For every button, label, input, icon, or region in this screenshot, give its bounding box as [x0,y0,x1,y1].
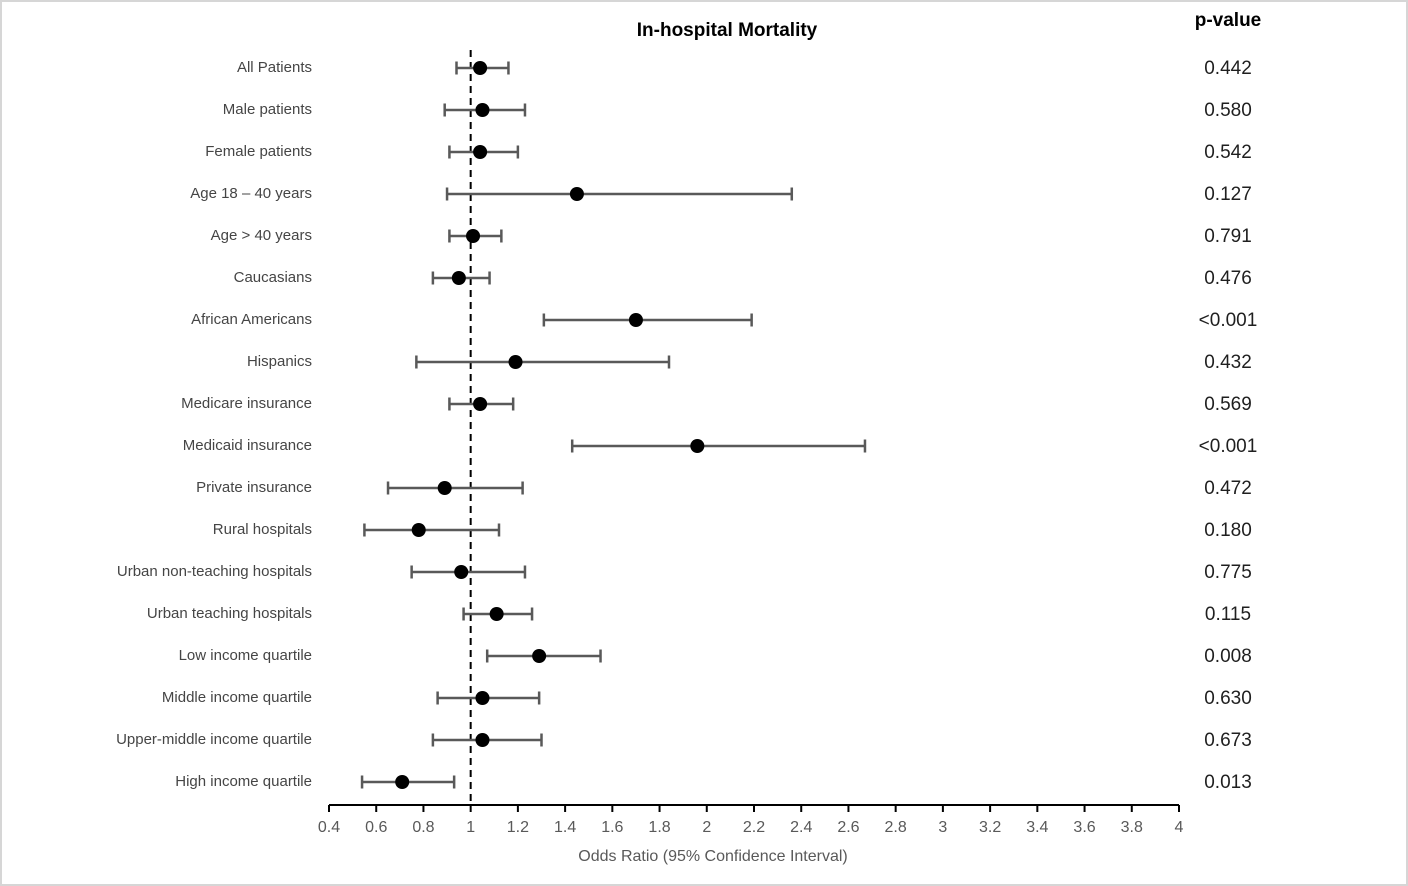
x-axis-tick-label: 4 [1175,819,1184,836]
x-axis-tick-label: 0.4 [318,819,340,836]
row-label: Upper-middle income quartile [116,731,312,748]
row-label: Hispanics [246,353,312,370]
p-value: 0.115 [1204,604,1252,625]
or-point-marker [532,649,547,663]
x-axis-tick-label: 1.6 [601,819,623,836]
row-label: Urban non-teaching hospitals [116,563,312,580]
or-point-marker [475,103,490,117]
x-axis-tick-label: 3.2 [979,819,1001,836]
p-value: 0.013 [1204,772,1252,793]
p-value: 0.542 [1204,142,1252,163]
x-axis-tick-label: 3.6 [1073,819,1095,836]
pvalue-column: 0.442 0.580 0.542 0.127 0.791 0.476 <0.001 0.43… [1158,2,1298,884]
x-axis-tick-label: 2.8 [885,819,907,836]
x-axis-tick-label: 0.6 [365,819,387,836]
row-label: Urban teaching hospitals [146,605,312,622]
row-label: Middle income quartile [161,689,312,706]
row-label: Age > 40 years [210,227,312,244]
row-label: African Americans [191,311,312,328]
or-point-marker [569,187,584,201]
pvalue-column-header: p-value [1194,10,1262,31]
x-axis-tick-label: 0.8 [412,819,434,836]
x-axis-tick-label: 2.2 [743,819,765,836]
x-axis-tick-label: 1.2 [507,819,529,836]
or-point-marker [473,397,488,411]
or-point-marker [454,565,469,579]
or-point-marker [489,607,504,621]
p-value: 0.569 [1204,394,1252,415]
p-value: <0.001 [1198,436,1258,457]
or-point-marker [451,271,466,285]
p-value: 0.580 [1204,100,1252,121]
x-axis-tick-label: 2.6 [837,819,859,836]
p-value: 0.476 [1204,268,1252,289]
row-label: Female patients [205,143,312,160]
row-label: Medicaid insurance [182,437,312,454]
row-label: Private insurance [196,479,312,496]
chart-title: In-hospital Mortality [636,20,818,41]
x-axis-tick-label: 3 [938,819,947,836]
x-axis-title: Odds Ratio (95% Confidence Interval) [578,848,848,865]
p-value: 0.472 [1204,478,1252,499]
row-label: All Patients [236,59,312,76]
row-label: Caucasians [233,269,312,286]
p-value: 0.673 [1204,730,1252,751]
p-value: 0.008 [1204,646,1252,667]
x-axis-tick-label: 2.4 [790,819,812,836]
or-point-marker [473,61,488,75]
row-label: Male patients [222,101,312,118]
or-point-marker [475,691,490,705]
or-point-marker [473,145,488,159]
p-value: 0.127 [1204,184,1252,205]
or-point-marker [628,313,643,327]
row-labels-column: All Patients Male patients Female patients… [2,2,312,884]
or-point-marker [411,523,426,537]
x-axis-tick-label: 1.8 [648,819,670,836]
row-label: High income quartile [175,773,312,790]
or-point-marker [437,481,452,495]
x-axis-tick-label: 3.8 [1121,819,1143,836]
row-label: Medicare insurance [181,395,312,412]
or-point-marker [395,775,410,789]
x-axis-tick-label: 1 [466,819,475,836]
p-value: 0.775 [1204,562,1252,583]
or-point-marker [475,733,490,747]
p-value: 0.791 [1204,226,1252,247]
p-value: 0.630 [1204,688,1252,709]
x-axis-tick-label: 1.4 [554,819,576,836]
p-value: 0.180 [1204,520,1252,541]
p-value: 0.442 [1204,58,1252,79]
row-label: Low income quartile [178,647,312,664]
or-point-marker [508,355,523,369]
p-value: 0.432 [1204,352,1252,373]
or-point-marker [690,439,705,453]
or-point-marker [466,229,481,243]
row-label: Rural hospitals [212,521,312,538]
x-axis-tick-label: 2 [702,819,711,836]
row-label: Age 18 – 40 years [190,185,312,202]
x-axis-tick-label: 3.4 [1026,819,1048,836]
p-value: <0.001 [1198,310,1258,331]
